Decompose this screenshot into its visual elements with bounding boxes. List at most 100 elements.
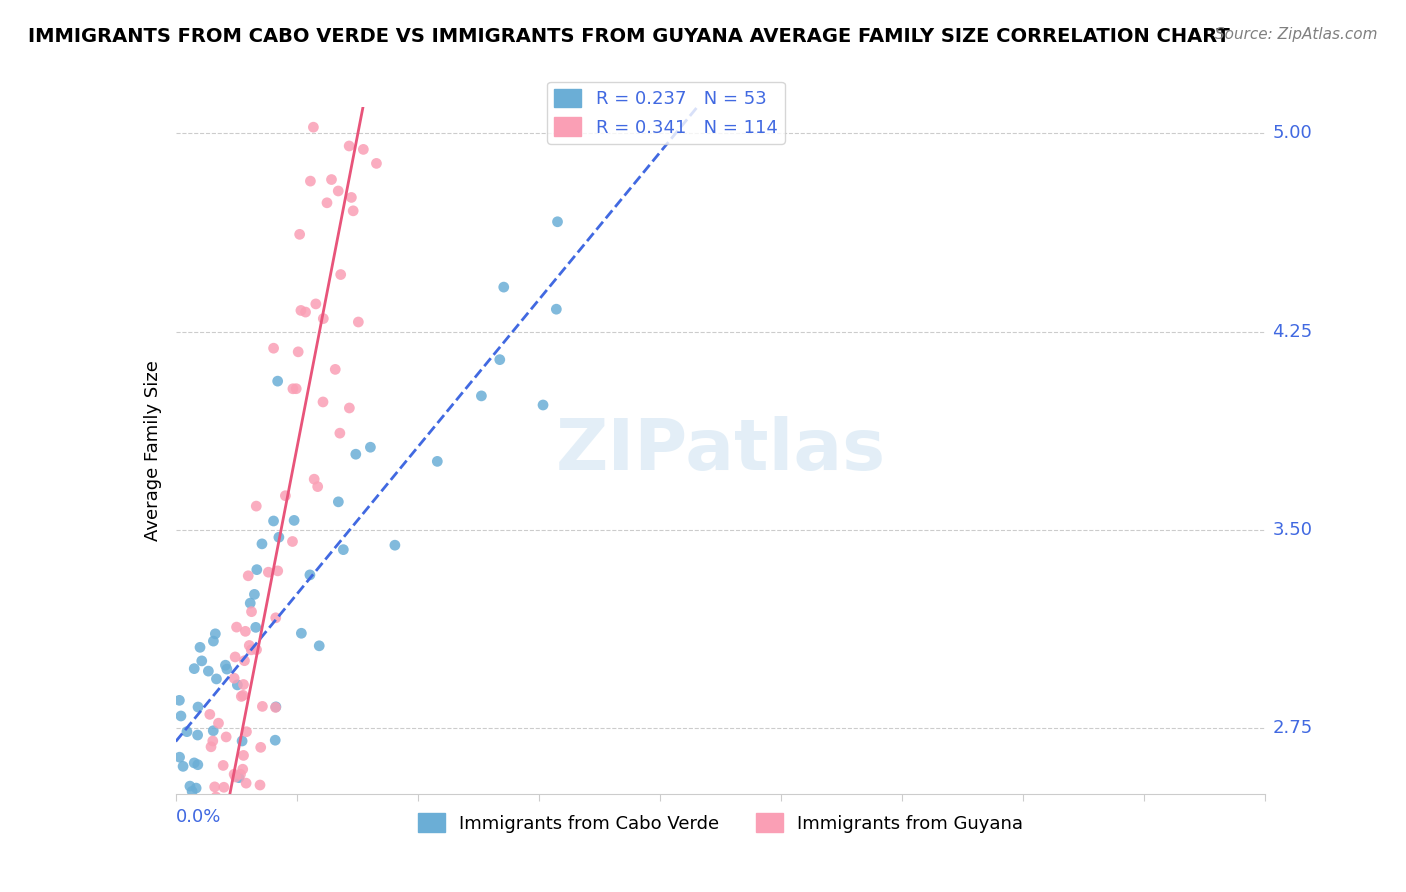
Point: [176, 724, 198, 739]
Point: [204, 800, 226, 814]
Point: [240, 643, 263, 657]
Point: [312, 395, 335, 409]
Point: [214, 658, 236, 673]
Point: [190, 654, 212, 668]
Point: [299, 174, 322, 188]
Point: [547, 215, 569, 229]
Point: [169, 693, 191, 707]
Point: [245, 620, 267, 634]
Point: [215, 662, 238, 676]
Point: [488, 352, 510, 367]
Point: [347, 315, 370, 329]
Point: [183, 662, 205, 676]
Point: [264, 733, 287, 747]
Point: [363, 25, 385, 39]
Point: [238, 639, 260, 653]
Point: [211, 822, 233, 837]
Point: [264, 700, 287, 714]
Text: 5.00: 5.00: [1272, 125, 1312, 143]
Point: [294, 305, 316, 319]
Point: [267, 564, 290, 578]
Point: [183, 756, 205, 770]
Point: [212, 780, 235, 795]
Point: [328, 184, 350, 198]
Point: [321, 172, 343, 186]
Point: [298, 567, 321, 582]
Point: [214, 847, 236, 862]
Point: [329, 426, 352, 441]
Point: [342, 203, 364, 218]
Point: [249, 740, 271, 755]
Point: [243, 587, 266, 601]
Point: [340, 190, 363, 204]
Text: 2.75: 2.75: [1272, 719, 1313, 737]
Point: [245, 835, 267, 849]
Point: [328, 495, 350, 509]
Point: [172, 759, 194, 773]
Point: [323, 362, 346, 376]
Point: [235, 724, 257, 739]
Text: Source: ZipAtlas.com: Source: ZipAtlas.com: [1215, 27, 1378, 42]
Point: [332, 542, 354, 557]
Point: [204, 627, 226, 641]
Point: [281, 382, 304, 396]
Point: [202, 634, 225, 648]
Point: [352, 142, 374, 156]
Point: [257, 565, 280, 579]
Point: [225, 770, 247, 784]
Point: [179, 779, 201, 793]
Point: [198, 707, 221, 722]
Point: [392, 0, 415, 3]
Point: [235, 624, 257, 639]
Point: [202, 723, 225, 738]
Point: [252, 699, 274, 714]
Point: [233, 654, 256, 668]
Point: [249, 778, 271, 792]
Point: [283, 513, 305, 527]
Text: IMMIGRANTS FROM CABO VERDE VS IMMIGRANTS FROM GUYANA AVERAGE FAMILY SIZE CORRELA: IMMIGRANTS FROM CABO VERDE VS IMMIGRANTS…: [28, 27, 1230, 45]
Point: [337, 139, 360, 153]
Point: [212, 758, 235, 772]
Point: [267, 530, 290, 544]
Point: [344, 447, 367, 461]
Point: [207, 716, 229, 731]
Point: [235, 776, 257, 790]
Point: [187, 700, 209, 714]
Point: [288, 227, 311, 242]
Point: [305, 297, 328, 311]
Point: [224, 671, 246, 685]
Point: [224, 649, 246, 664]
Point: [228, 771, 250, 785]
Point: [366, 156, 388, 170]
Point: [184, 781, 207, 796]
Point: [232, 748, 254, 763]
Point: [470, 389, 492, 403]
Point: [426, 454, 449, 468]
Point: [215, 853, 238, 867]
Point: [232, 689, 254, 703]
Point: [531, 398, 554, 412]
Point: [290, 303, 312, 318]
Point: [224, 767, 246, 781]
Point: [229, 767, 252, 781]
Y-axis label: Average Family Size: Average Family Size: [143, 360, 162, 541]
Point: [176, 862, 198, 876]
Point: [228, 820, 250, 834]
Point: [231, 690, 253, 704]
Point: [359, 440, 381, 454]
Point: [232, 762, 254, 776]
Point: [215, 730, 238, 744]
Point: [197, 664, 219, 678]
Point: [217, 808, 239, 822]
Point: [329, 268, 352, 282]
Point: [316, 195, 339, 210]
Point: [170, 709, 193, 723]
Point: [205, 672, 228, 686]
Point: [307, 480, 329, 494]
Point: [546, 302, 568, 317]
Point: [239, 596, 262, 610]
Point: [188, 640, 211, 655]
Point: [205, 789, 228, 804]
Point: [187, 728, 209, 742]
Point: [226, 678, 249, 692]
